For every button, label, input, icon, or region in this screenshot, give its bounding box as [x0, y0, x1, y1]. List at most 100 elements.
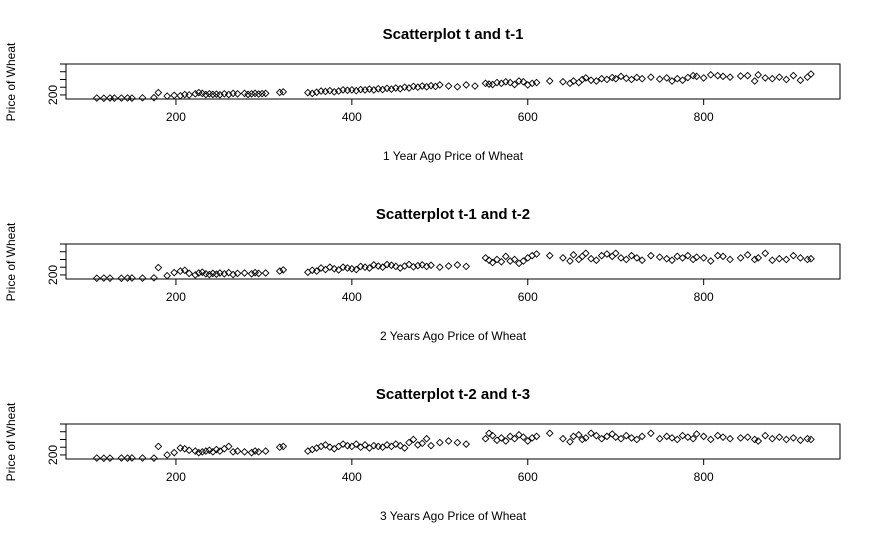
- data-point: [750, 255, 759, 264]
- data-point: [254, 269, 263, 278]
- data-point: [545, 251, 554, 260]
- data-point: [128, 94, 136, 102]
- x-tick-label: 400: [342, 110, 362, 124]
- data-point: [258, 89, 266, 98]
- data-point: [191, 447, 200, 455]
- data-point: [453, 82, 462, 91]
- data-point: [689, 434, 697, 443]
- data-point: [603, 250, 611, 258]
- x-tick-label: 800: [694, 110, 714, 124]
- data-point: [754, 70, 763, 79]
- data-point: [684, 73, 692, 82]
- data-point: [515, 430, 523, 439]
- data-point: [775, 254, 784, 263]
- data-point: [713, 431, 722, 440]
- data-point: [409, 82, 418, 91]
- data-point: [405, 260, 413, 269]
- data-point: [117, 274, 126, 283]
- data-point: [435, 263, 444, 272]
- data-point: [638, 432, 646, 441]
- data-point: [501, 77, 510, 86]
- data-point: [761, 249, 770, 258]
- data-point: [123, 454, 132, 462]
- data-point: [796, 436, 805, 445]
- data-point: [545, 429, 554, 438]
- data-point: [185, 91, 193, 99]
- data-point: [343, 264, 352, 272]
- data-point: [352, 265, 361, 274]
- data-point: [743, 250, 752, 259]
- data-point: [409, 262, 418, 271]
- data-point: [209, 90, 217, 99]
- data-point: [603, 75, 611, 84]
- data-point: [99, 454, 108, 463]
- panel-1-x-ticks: 200 400 600 800: [166, 99, 714, 124]
- data-point: [400, 444, 409, 452]
- data-point: [617, 434, 625, 443]
- data-point: [743, 71, 752, 80]
- data-point: [279, 266, 288, 274]
- data-point: [240, 448, 249, 456]
- data-point: [481, 254, 490, 262]
- data-point: [519, 433, 528, 441]
- panel-1-title: Scatterplot t and t-1: [383, 26, 524, 43]
- data-point: [761, 431, 770, 440]
- data-point: [581, 434, 590, 442]
- data-point: [356, 262, 365, 271]
- data-point: [775, 433, 784, 441]
- data-point: [370, 86, 378, 94]
- data-point: [321, 441, 330, 449]
- data-point: [216, 269, 224, 277]
- data-point: [275, 88, 284, 97]
- data-point: [261, 269, 270, 277]
- data-point: [807, 70, 815, 78]
- data-point: [632, 73, 641, 82]
- data-point: [170, 268, 179, 277]
- data-point: [361, 441, 369, 449]
- data-point: [750, 435, 759, 444]
- data-point: [106, 94, 114, 102]
- x-tick-label: 600: [518, 110, 538, 124]
- data-point: [566, 257, 574, 265]
- data-point: [559, 254, 567, 262]
- data-point: [233, 269, 242, 278]
- data-point: [485, 256, 493, 265]
- data-point: [569, 250, 578, 259]
- data-point: [330, 88, 339, 96]
- panel-3-title: Scatterplot t-2 and t-3: [376, 386, 530, 403]
- data-point: [427, 441, 435, 450]
- data-point: [754, 254, 763, 262]
- data-point: [279, 442, 288, 451]
- data-point: [736, 434, 745, 442]
- data-point: [647, 429, 655, 438]
- data-point: [198, 268, 207, 277]
- data-point: [488, 431, 497, 440]
- data-point: [191, 271, 200, 279]
- data-point: [275, 443, 284, 452]
- data-point: [782, 255, 791, 264]
- data-point: [578, 252, 587, 261]
- data-point: [391, 440, 400, 448]
- panel-1-frame: [65, 63, 841, 100]
- data-point: [435, 81, 444, 89]
- data-point: [176, 91, 185, 100]
- data-point: [244, 90, 252, 99]
- data-point: [662, 254, 671, 263]
- data-point: [519, 257, 528, 265]
- data-point: [485, 429, 493, 438]
- data-point: [247, 89, 256, 98]
- panel-2-points: [92, 249, 815, 283]
- data-point: [254, 448, 263, 456]
- data-point: [202, 90, 210, 99]
- x-tick-label: 200: [166, 290, 186, 304]
- data-point: [383, 260, 391, 269]
- data-point: [247, 269, 256, 278]
- data-point: [198, 448, 207, 456]
- data-point: [581, 249, 590, 258]
- data-point: [699, 432, 708, 441]
- data-point: [673, 252, 682, 261]
- data-point: [719, 252, 727, 261]
- data-point: [348, 264, 356, 273]
- data-point: [692, 430, 701, 438]
- x-tick-label: 200: [166, 110, 186, 124]
